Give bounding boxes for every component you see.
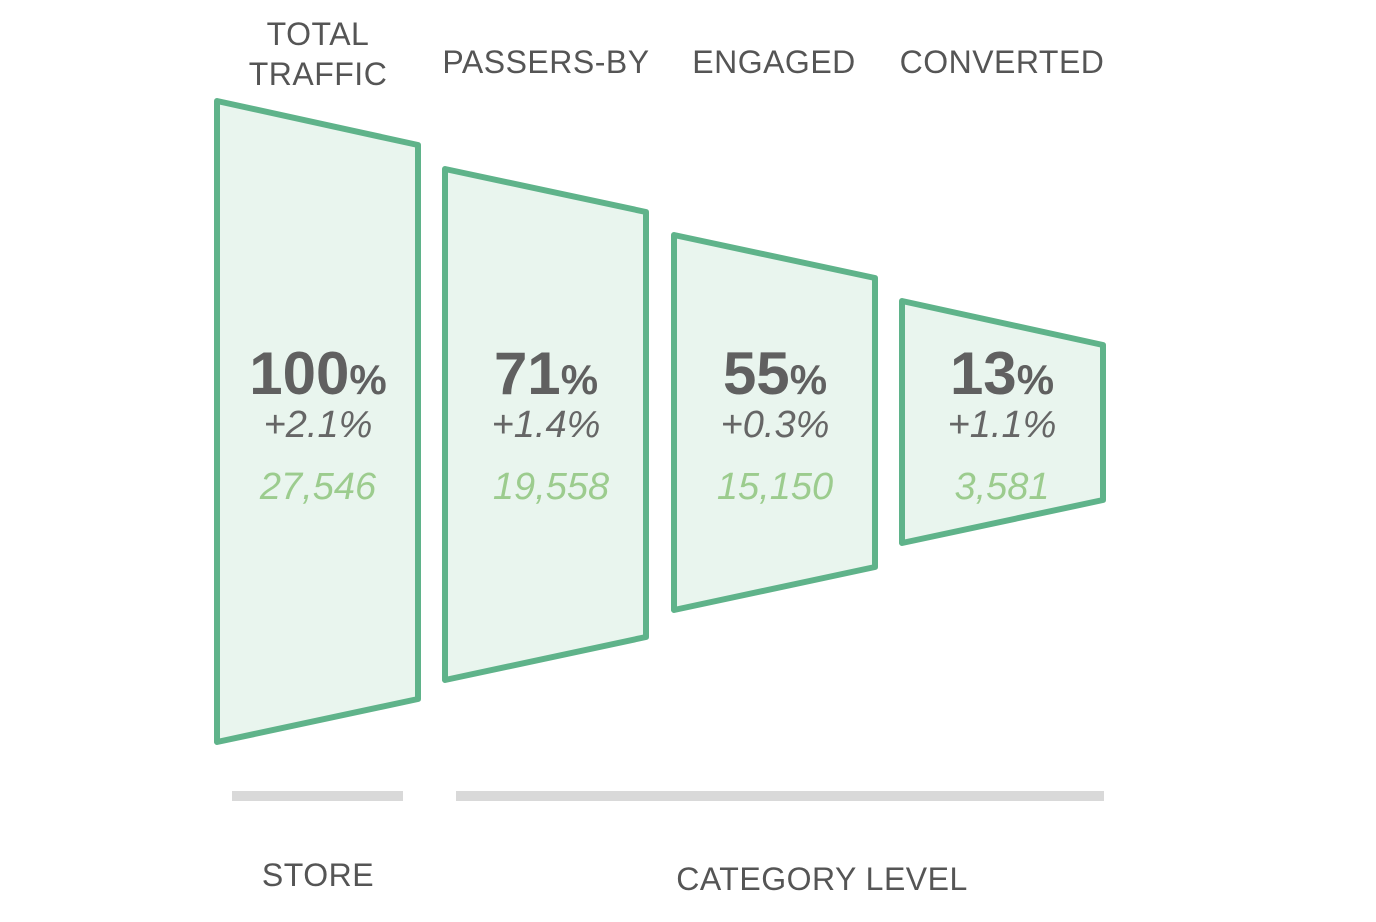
count-engaged: 15,150 <box>717 466 833 508</box>
group-label-store: STORE <box>261 857 375 893</box>
stage-title-total-traffic: TOTAL TRAFFIC <box>218 14 418 94</box>
stage-title-line: TOTAL <box>266 16 370 52</box>
count-passers-by: 19,558 <box>493 466 609 508</box>
funnel-stage-total-traffic <box>214 98 421 745</box>
stage-title-line: CONVERTED <box>899 44 1105 80</box>
percent-sign: % <box>349 356 386 403</box>
stage-title-engaged: ENGAGED <box>664 42 884 82</box>
group-bar-category-level <box>456 791 1104 801</box>
delta-engaged: +0.3% <box>721 404 830 446</box>
percent-value: 100 <box>249 340 349 407</box>
delta-passers-by: +1.4% <box>492 404 601 446</box>
stage-title-converted: CONVERTED <box>882 42 1122 82</box>
stage-title-line: ENGAGED <box>692 44 856 80</box>
percent-sign: % <box>790 356 827 403</box>
percent-total-traffic: 100% <box>249 340 386 407</box>
percent-value: 55 <box>723 340 790 407</box>
percent-value: 71 <box>494 340 561 407</box>
count-total-traffic: 27,546 <box>259 466 377 508</box>
funnel-stage-passers-by <box>442 166 649 683</box>
percent-engaged: 55% <box>723 340 827 407</box>
funnel-stage-converted <box>899 298 1106 546</box>
group-label-category-level: CATEGORY LEVEL <box>676 861 968 897</box>
stage-title-line: TRAFFIC <box>248 56 388 92</box>
percent-converted: 13% <box>950 340 1054 407</box>
percent-passers-by: 71% <box>494 340 598 407</box>
percent-value: 13 <box>950 340 1017 407</box>
stage-title-line: PASSERS-BY <box>442 44 650 80</box>
stage-title-passers-by: PASSERS-BY <box>416 42 676 82</box>
percent-sign: % <box>1017 356 1054 403</box>
group-bar-store <box>232 791 403 801</box>
delta-total-traffic: +2.1% <box>264 404 373 446</box>
funnel-stage-engaged <box>671 232 878 613</box>
count-converted: 3,581 <box>954 466 1049 508</box>
percent-sign: % <box>561 356 598 403</box>
delta-converted: +1.1% <box>948 404 1057 446</box>
